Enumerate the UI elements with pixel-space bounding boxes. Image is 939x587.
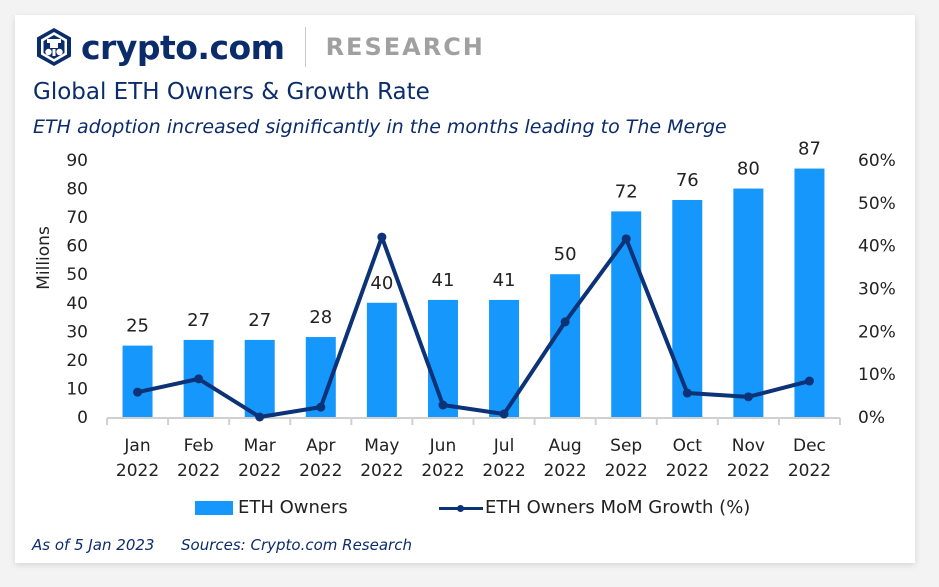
x-tick-label-year: 2022 (360, 461, 403, 481)
x-tick-label-month: Jul (493, 436, 515, 456)
chart-plot: 0 10 20 30 40 50 60 70 80 90 0% 10% 20% 30% 40% 50% 60%… (34, 139, 896, 481)
bar-data-label: 41 (493, 270, 516, 291)
growth-point (499, 409, 509, 419)
x-tick-label-year: 2022 (299, 461, 342, 481)
y-tick-label: 10 (66, 379, 88, 399)
growth-point (377, 232, 387, 242)
y-tick-label: 0 (77, 408, 88, 428)
x-tick-label-month: Apr (306, 436, 335, 456)
bar-data-label: 25 (126, 316, 149, 337)
bar (611, 211, 642, 417)
legend: ETH Owners ETH Owners MoM Growth (%) (15, 497, 915, 519)
growth-point (804, 376, 814, 386)
growth-point (194, 374, 204, 384)
bar-series: 25 27 27 28 40 41 41 50 72 76 80 87 (122, 139, 825, 417)
legend-bar-swatch (195, 500, 233, 515)
x-tick-label-month: Sep (610, 436, 642, 456)
line-series (133, 232, 814, 422)
bar-data-label: 80 (737, 159, 760, 180)
y2-tick-label: 30% (858, 280, 896, 300)
legend-line-swatch (439, 501, 483, 515)
y-tick-label: 30 (66, 322, 88, 342)
x-tick-label-month: Aug (549, 436, 582, 456)
x-tick-label-year: 2022 (421, 461, 464, 481)
growth-line (137, 235, 810, 419)
crypto-com-logo-icon (37, 28, 71, 66)
bar (672, 199, 703, 417)
x-tick-label-year: 2022 (666, 461, 709, 481)
x-tick-label-year: 2022 (543, 461, 586, 481)
legend-item-mom-growth: ETH Owners MoM Growth (%) (439, 497, 750, 518)
brand-header: crypto.com RESEARCH (35, 27, 485, 67)
x-tick-label-month: Oct (673, 436, 703, 456)
legend-label: ETH Owners (238, 497, 348, 518)
as-of-date: As of 5 Jan 2023 (32, 536, 155, 554)
y2-tick-label: 60% (858, 151, 896, 171)
x-tick-label-month: Feb (184, 436, 214, 456)
legend-label: ETH Owners MoM Growth (%) (485, 497, 751, 518)
brand-name: crypto.com (81, 27, 285, 67)
bar-data-label: 76 (676, 170, 699, 191)
bar-data-label: 40 (370, 273, 393, 294)
x-tick-label-month: Dec (793, 436, 826, 456)
x-tick-label-month: Jan (123, 436, 150, 456)
x-tick-label-month: Nov (732, 436, 765, 456)
chart-card: crypto.com RESEARCH Global ETH Owners & … (15, 15, 915, 563)
y-tick-label: 40 (66, 294, 88, 314)
left-axis: 0 10 20 30 40 50 60 70 80 90 (66, 151, 88, 428)
bar (366, 302, 397, 417)
growth-point (682, 388, 692, 398)
chart-title: Global ETH Owners & Growth Rate (33, 79, 430, 105)
brand-section: RESEARCH (325, 33, 485, 61)
y2-tick-label: 10% (858, 365, 896, 385)
x-tick-label-year: 2022 (605, 461, 648, 481)
y2-tick-label: 20% (858, 322, 896, 342)
bar (244, 339, 275, 417)
y2-tick-label: 0% (858, 408, 885, 428)
bar-data-label: 28 (309, 307, 332, 328)
legend-item-eth-owners: ETH Owners (195, 497, 348, 518)
x-tick-label-month: Mar (244, 436, 276, 456)
growth-point (621, 234, 631, 244)
bar (794, 168, 825, 417)
bar-data-label: 72 (615, 181, 638, 202)
growth-point (438, 400, 448, 410)
y-tick-label: 50 (66, 265, 88, 285)
y-tick-label: 70 (66, 208, 88, 228)
y2-tick-label: 40% (858, 237, 896, 257)
y-tick-label: 80 (66, 180, 88, 200)
x-axis: Jan 2022 Feb 2022 Mar 2022 Apr 2022 May 2022 Jun 20… (106, 417, 841, 481)
y-tick-label: 20 (66, 351, 88, 371)
chart-subtitle: ETH adoption increased significantly in … (33, 116, 727, 138)
bar-data-label: 87 (798, 139, 821, 160)
y2-tick-label: 50% (858, 194, 896, 214)
bar-data-label: 50 (554, 244, 577, 265)
growth-point (255, 412, 265, 422)
sources-note: Sources: Crypto.com Research (181, 536, 412, 554)
x-tick-label-month: May (364, 436, 399, 456)
x-tick-label-year: 2022 (727, 461, 770, 481)
bar (427, 299, 458, 417)
growth-point (316, 402, 326, 412)
growth-point (560, 317, 570, 327)
bar (733, 188, 764, 417)
bar (550, 274, 581, 417)
y-axis-label: Millions (34, 226, 54, 290)
bar-data-label: 27 (248, 310, 271, 331)
x-tick-label-year: 2022 (116, 461, 159, 481)
y-tick-label: 90 (66, 151, 88, 171)
right-axis: 0% 10% 20% 30% 40% 50% 60% (858, 151, 896, 428)
x-tick-label-year: 2022 (238, 461, 281, 481)
bar (122, 345, 153, 417)
growth-point (133, 387, 143, 397)
x-tick-label-year: 2022 (177, 461, 220, 481)
x-tick-label-year: 2022 (482, 461, 525, 481)
x-tick-label-year: 2022 (788, 461, 831, 481)
y-tick-label: 60 (66, 237, 88, 257)
brand-divider (304, 27, 306, 67)
x-tick-label-month: Jun (429, 436, 457, 456)
bar-data-label: 27 (187, 310, 210, 331)
bar-data-label: 41 (432, 270, 455, 291)
growth-point (743, 392, 753, 402)
